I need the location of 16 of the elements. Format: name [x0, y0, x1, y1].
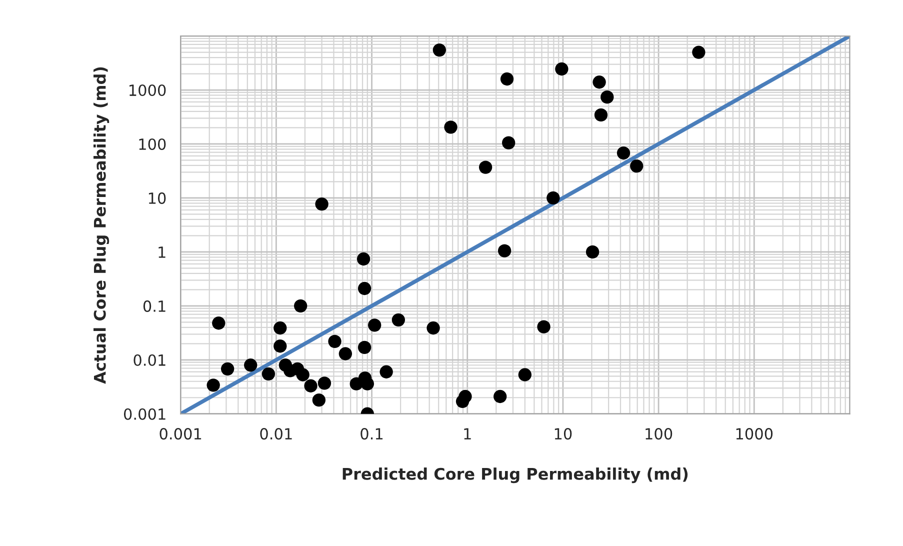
- x-tick-label: 10: [554, 428, 572, 440]
- y-tick-label: 0.01: [134, 354, 166, 366]
- x-tick-label: 0.001: [160, 428, 202, 440]
- y-tick-label: 100: [139, 138, 166, 150]
- x-tick-label: 100: [646, 428, 672, 440]
- y-tick-label: 1: [158, 246, 166, 258]
- y-tick-label: 0.001: [124, 408, 166, 420]
- x-tick-label: 1000: [736, 428, 773, 440]
- y-tick-label: 0.1: [143, 300, 166, 312]
- y-tick-label: 1000: [130, 84, 166, 96]
- x-tick-label: 0.01: [260, 428, 292, 440]
- y-tick-label: 10: [148, 192, 166, 204]
- y-axis-title: Actual Core Plug Permeability (md): [94, 67, 110, 384]
- x-tick-label: 1: [464, 428, 471, 440]
- x-tick-label: 0.1: [360, 428, 383, 440]
- x-axis-title: Predicted Core Plug Permeability (md): [342, 468, 688, 484]
